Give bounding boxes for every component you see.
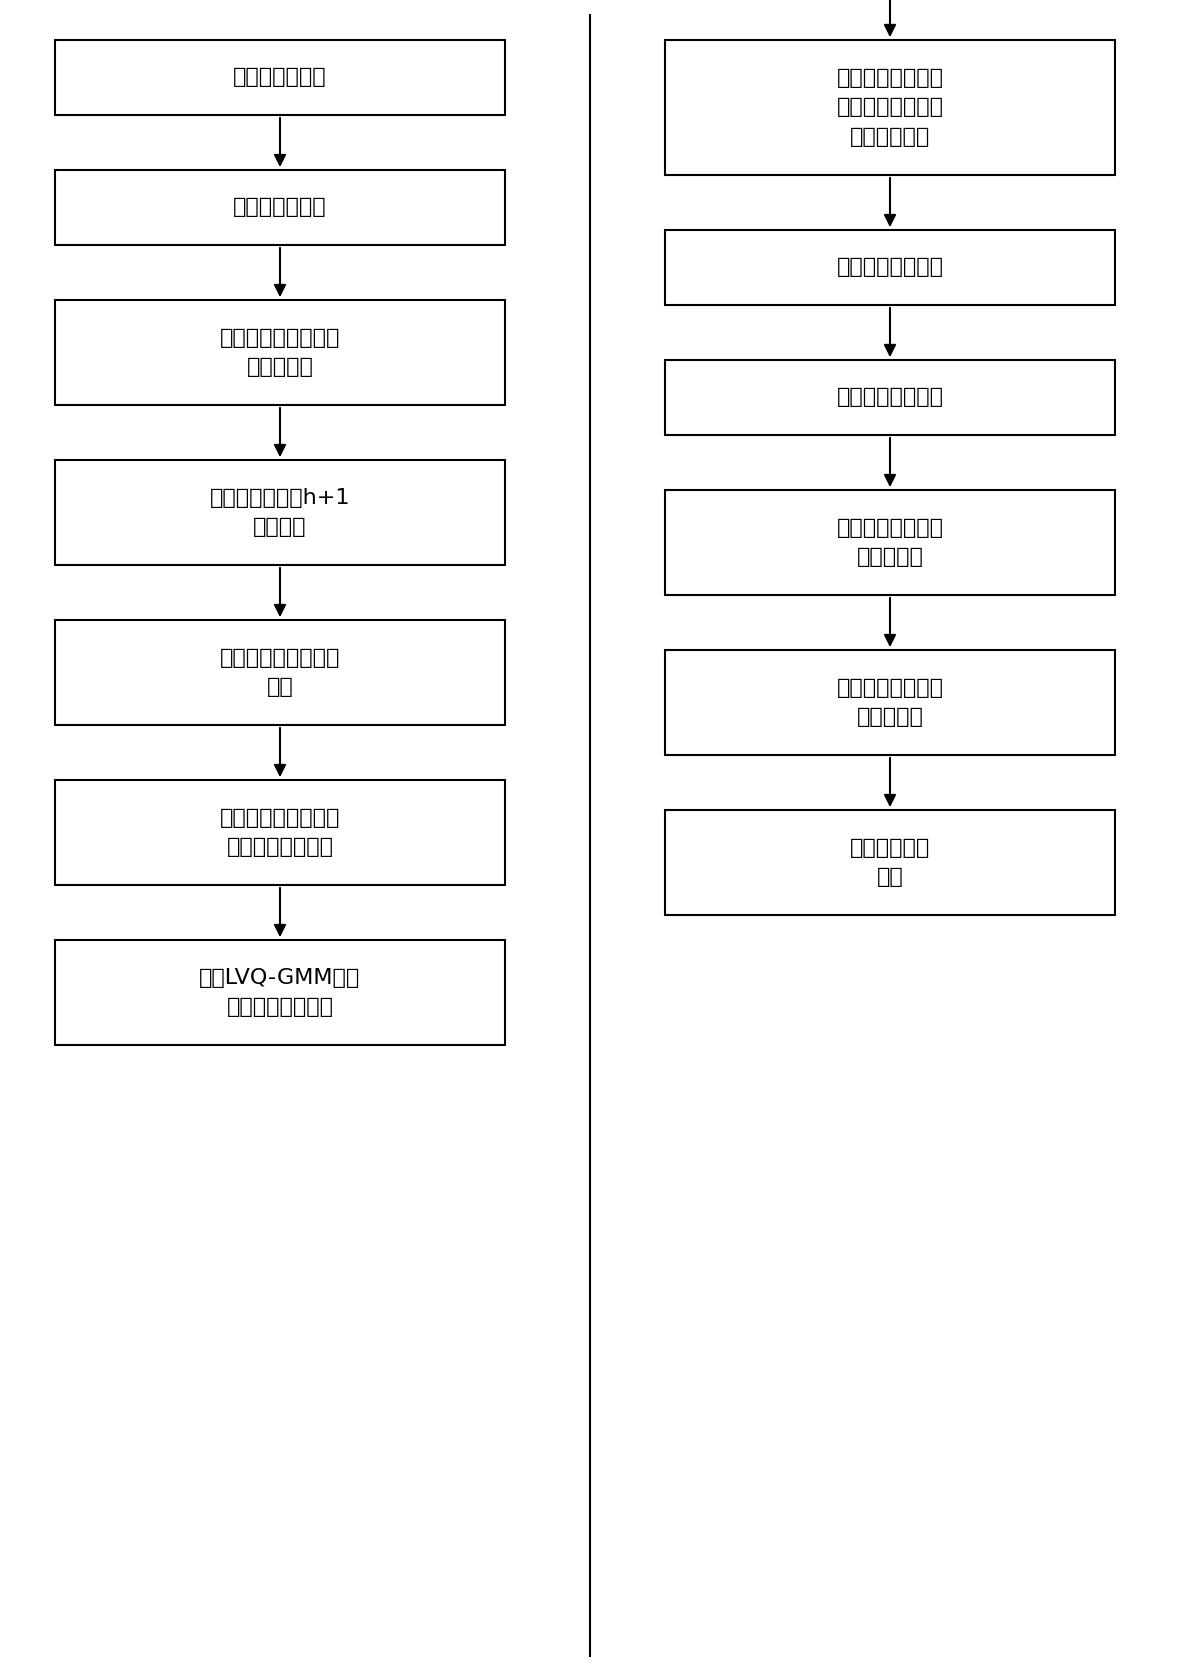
- FancyBboxPatch shape: [665, 490, 1115, 595]
- FancyBboxPatch shape: [665, 40, 1115, 175]
- FancyBboxPatch shape: [55, 780, 505, 886]
- FancyBboxPatch shape: [665, 231, 1115, 306]
- Text: 利用峰值点位置计算
变换行步长: 利用峰值点位置计算 变换行步长: [219, 328, 341, 378]
- Text: 将视频流划分为h+1
个数据块: 将视频流划分为h+1 个数据块: [210, 488, 350, 538]
- FancyBboxPatch shape: [55, 170, 505, 246]
- Text: 使用变换行、列步长
对温度点进行采样: 使用变换行、列步长 对温度点进行采样: [219, 807, 341, 857]
- FancyBboxPatch shape: [55, 460, 505, 565]
- Text: 选取温度峰值点: 选取温度峰值点: [233, 197, 327, 217]
- Text: 获得红外重构图像: 获得红外重构图像: [836, 257, 943, 277]
- Text: 在分类数据集中选
择代表瞬态热响应
构成变换矩阵: 在分类数据集中选 择代表瞬态热响应 构成变换矩阵: [836, 69, 943, 147]
- Text: 构建优化目标函数: 构建优化目标函数: [836, 388, 943, 408]
- Text: 获取红外视频流: 获取红外视频流: [233, 67, 327, 87]
- Text: 获得缺陷分割
图像: 获得缺陷分割 图像: [850, 837, 930, 887]
- FancyBboxPatch shape: [55, 941, 505, 1044]
- Text: 基于多目标优化的
权衡解学习: 基于多目标优化的 权衡解学习: [836, 518, 943, 566]
- Text: 使用LVQ-GMM对采
样数据集进行分类: 使用LVQ-GMM对采 样数据集进行分类: [199, 968, 361, 1018]
- Text: 基于多目标优化的
全像素分割: 基于多目标优化的 全像素分割: [836, 678, 943, 727]
- FancyBboxPatch shape: [55, 620, 505, 725]
- FancyBboxPatch shape: [55, 301, 505, 404]
- Text: 计算数据块内变换行
步长: 计算数据块内变换行 步长: [219, 648, 341, 697]
- FancyBboxPatch shape: [665, 650, 1115, 755]
- FancyBboxPatch shape: [665, 810, 1115, 916]
- FancyBboxPatch shape: [55, 40, 505, 115]
- FancyBboxPatch shape: [665, 359, 1115, 434]
